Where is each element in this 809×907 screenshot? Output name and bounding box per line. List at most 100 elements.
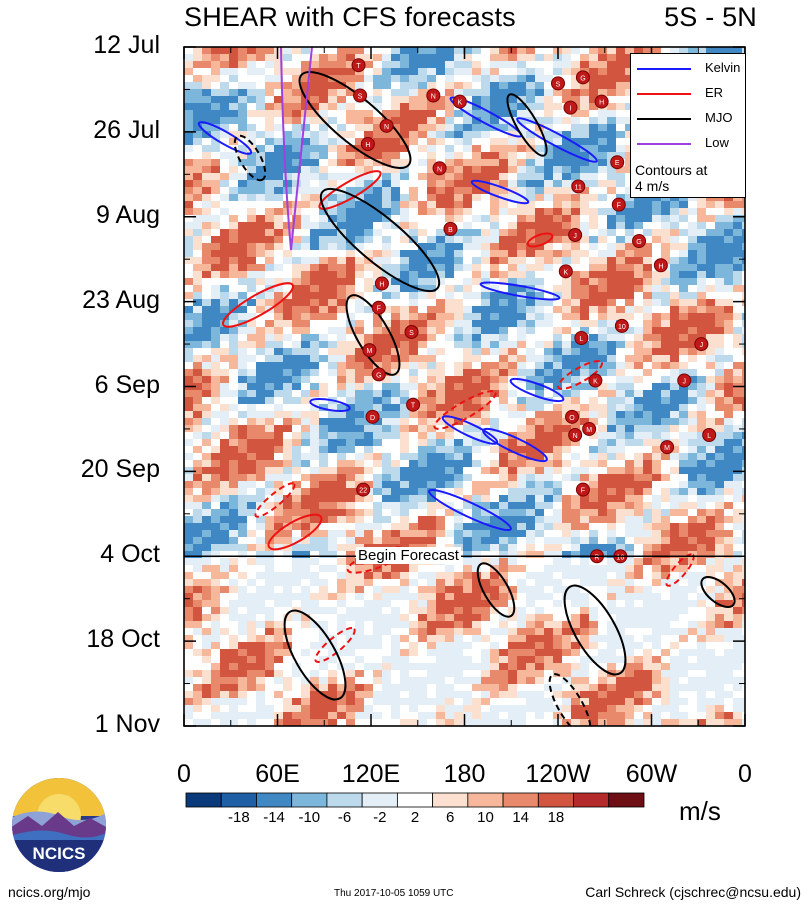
shear-cell — [544, 47, 554, 55]
shear-cell — [643, 369, 653, 377]
shear-cell — [328, 124, 338, 132]
shear-cell — [400, 341, 410, 349]
shear-cell — [571, 313, 581, 321]
shear-cell — [652, 306, 662, 314]
shear-cell — [328, 180, 338, 188]
shear-cell — [427, 481, 437, 489]
shear-cell — [742, 47, 745, 55]
shear-cell — [715, 320, 725, 328]
shear-cell — [580, 229, 590, 237]
shear-cell — [670, 341, 680, 349]
shear-cell — [274, 271, 284, 279]
shear-cell — [427, 593, 437, 601]
shear-cell — [724, 376, 734, 384]
shear-cell — [283, 488, 293, 496]
shear-cell — [364, 131, 374, 139]
shear-cell — [256, 257, 266, 265]
shear-cell — [526, 229, 536, 237]
shear-cell — [544, 222, 554, 230]
shear-cell — [490, 306, 500, 314]
shear-cell — [544, 390, 554, 398]
shear-cell — [229, 327, 239, 335]
shear-cell — [742, 320, 745, 328]
shear-cell — [256, 467, 266, 475]
shear-cell — [589, 397, 599, 405]
shear-cell — [274, 565, 284, 573]
shear-cell — [229, 229, 239, 237]
shear-cell — [445, 82, 455, 90]
shear-cell — [679, 334, 689, 342]
shear-cell — [184, 54, 194, 62]
shear-cell — [472, 558, 482, 566]
shear-cell — [265, 362, 275, 370]
shear-cell — [490, 397, 500, 405]
shear-cell — [283, 341, 293, 349]
shear-cell — [706, 439, 716, 447]
shear-cell — [706, 327, 716, 335]
shear-cell — [184, 411, 194, 419]
shear-cell — [580, 383, 590, 391]
shear-cell — [337, 117, 347, 125]
shear-cell — [580, 201, 590, 209]
shear-cell — [634, 586, 644, 594]
shear-cell — [184, 222, 194, 230]
shear-cell — [310, 432, 320, 440]
shear-cell — [265, 243, 275, 251]
shear-cell — [634, 285, 644, 293]
shear-cell — [364, 474, 374, 482]
shear-cell — [265, 110, 275, 118]
shear-cell — [247, 299, 257, 307]
shear-cell — [571, 96, 581, 104]
shear-cell — [616, 131, 626, 139]
shear-cell — [607, 467, 617, 475]
shear-cell — [553, 439, 563, 447]
shear-cell — [337, 411, 347, 419]
shear-cell — [409, 215, 419, 223]
shear-cell — [688, 383, 698, 391]
shear-cell — [670, 411, 680, 419]
shear-cell — [625, 411, 635, 419]
shear-cell — [553, 103, 563, 111]
shear-cell — [553, 467, 563, 475]
shear-cell — [688, 229, 698, 237]
shear-cell — [562, 166, 572, 174]
shear-cell — [661, 418, 671, 426]
shear-cell — [382, 432, 392, 440]
shear-cell — [391, 187, 401, 195]
shear-cell — [364, 236, 374, 244]
shear-cell — [292, 362, 302, 370]
shear-cell — [283, 348, 293, 356]
shear-cell — [607, 348, 617, 356]
shear-cell — [220, 593, 230, 601]
shear-cell — [634, 432, 644, 440]
shear-cell — [535, 502, 545, 510]
shear-cell — [652, 348, 662, 356]
shear-cell — [733, 439, 743, 447]
shear-cell — [517, 488, 527, 496]
shear-cell — [463, 250, 473, 258]
shear-cell — [436, 222, 446, 230]
shear-cell — [508, 75, 518, 83]
shear-cell — [454, 75, 464, 83]
shear-cell — [310, 558, 320, 566]
shear-cell — [733, 327, 743, 335]
shear-cell — [499, 208, 509, 216]
shear-cell — [220, 278, 230, 286]
shear-cell — [463, 369, 473, 377]
shear-cell — [301, 229, 311, 237]
shear-cell — [733, 425, 743, 433]
shear-cell — [364, 481, 374, 489]
shear-cell — [544, 299, 554, 307]
shear-cell — [562, 537, 572, 545]
shear-cell — [589, 138, 599, 146]
shear-cell — [211, 390, 221, 398]
shear-cell — [490, 96, 500, 104]
shear-cell — [454, 250, 464, 258]
shear-cell — [607, 362, 617, 370]
shear-cell — [616, 194, 626, 202]
shear-cell — [427, 229, 437, 237]
shear-cell — [607, 460, 617, 468]
shear-cell — [337, 558, 347, 566]
shear-cell — [571, 551, 581, 559]
shear-cell — [526, 425, 536, 433]
